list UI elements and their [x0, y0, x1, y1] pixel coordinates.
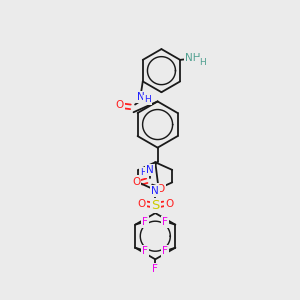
Text: O: O — [157, 184, 165, 194]
Text: F: F — [162, 217, 168, 226]
Text: O: O — [137, 199, 146, 209]
Text: O: O — [132, 176, 140, 187]
Text: F: F — [142, 246, 148, 256]
Text: O: O — [165, 199, 173, 209]
Text: F: F — [152, 264, 158, 274]
Text: H: H — [199, 58, 206, 67]
Text: S: S — [151, 199, 160, 212]
Text: O: O — [116, 100, 124, 110]
Text: F: F — [162, 246, 168, 256]
Text: H: H — [144, 95, 151, 104]
Text: H: H — [140, 168, 147, 177]
Text: N: N — [146, 165, 154, 175]
Text: N: N — [137, 92, 145, 102]
Text: NH: NH — [185, 52, 200, 63]
Text: N: N — [152, 186, 159, 196]
Text: F: F — [142, 217, 148, 226]
